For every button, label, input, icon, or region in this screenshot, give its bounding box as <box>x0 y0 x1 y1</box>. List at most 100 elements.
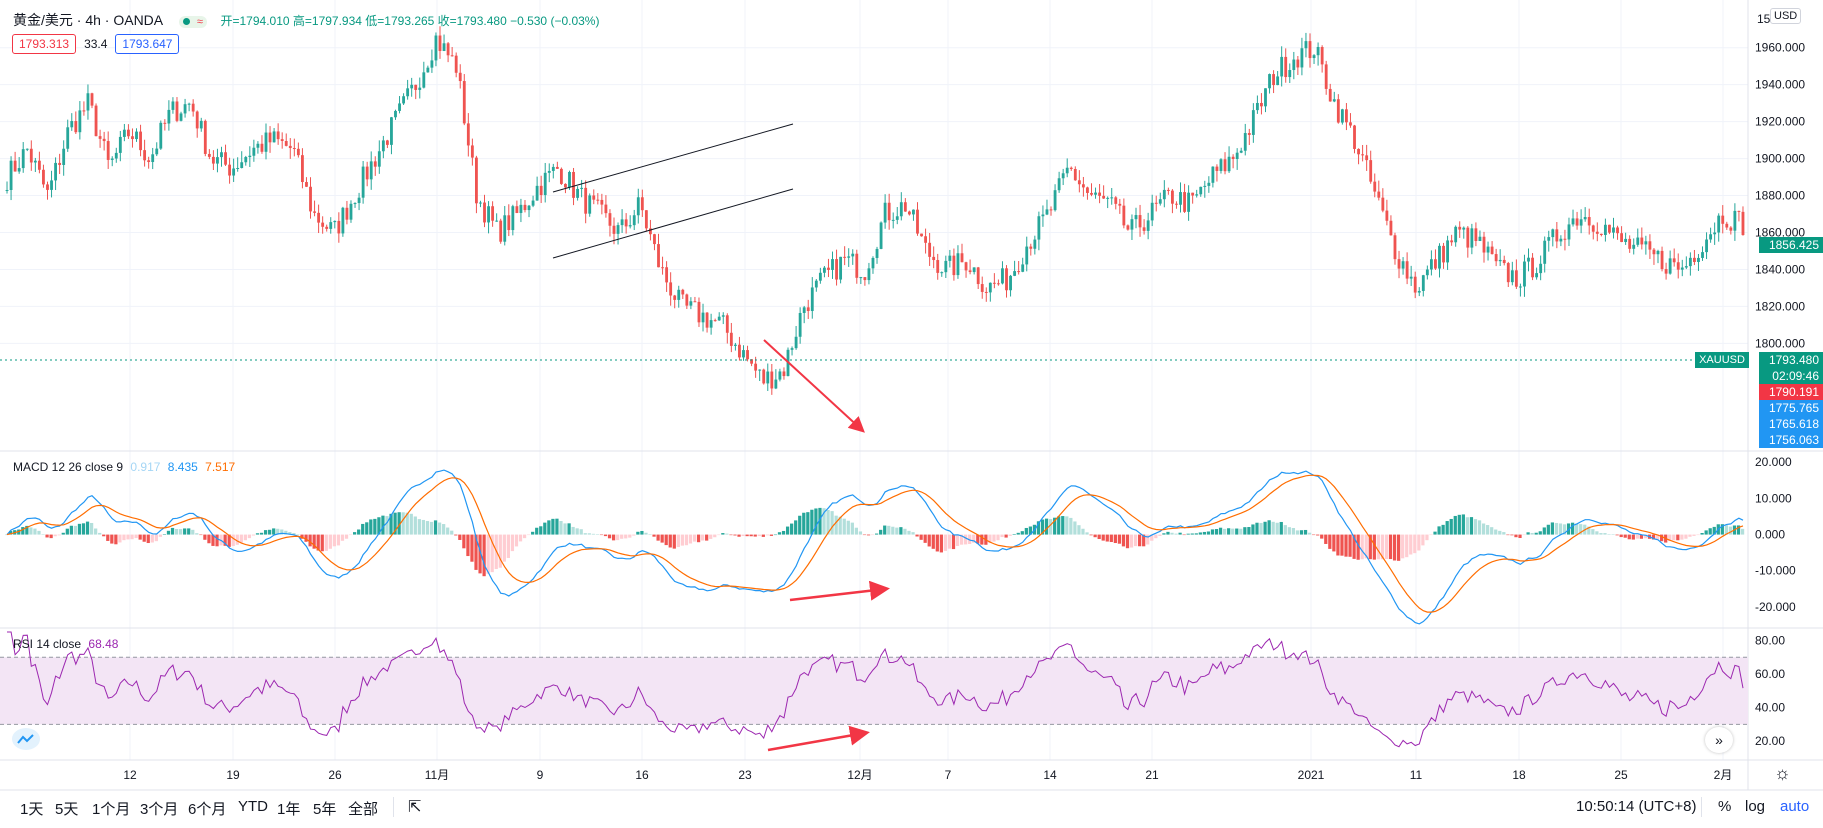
settings-gear-icon[interactable]: ☼ <box>1774 763 1791 783</box>
macd-histogram-bar <box>1125 534 1130 549</box>
candle-body <box>1272 74 1275 86</box>
candle-body <box>1223 159 1227 172</box>
macd-histogram-bar <box>1073 521 1077 535</box>
macd-histogram-bar <box>733 534 737 536</box>
macd-histogram-bar <box>296 534 300 536</box>
candle-body <box>329 222 333 229</box>
candle-body <box>292 148 296 150</box>
rsi-arrow-annotation[interactable] <box>767 725 870 752</box>
candle-body <box>916 209 919 234</box>
sell-price-button[interactable]: 1793.313 <box>12 34 77 54</box>
candle-body <box>1571 218 1575 225</box>
clock-timezone[interactable]: 10:50:14 (UTC+8) <box>1576 798 1697 815</box>
macd-histogram-bar <box>332 534 337 547</box>
macd-histogram-bar <box>1150 534 1154 541</box>
rsi-legend[interactable]: RSI 14 close 68.48 <box>13 637 118 651</box>
candle-body <box>1373 181 1377 192</box>
candle-body <box>547 170 551 173</box>
macd-histogram-bar <box>409 513 413 535</box>
macd-histogram-bar <box>607 534 612 539</box>
percent-toggle[interactable]: % <box>1718 798 1732 815</box>
time-axis[interactable]: 12 19 26 11月 9 16 23 12月 7 14 21 2021 11 18 25 2月 <box>123 768 1732 782</box>
macd-histogram-bar <box>502 534 506 562</box>
macd-histogram-bar <box>939 534 943 553</box>
macd-histogram-bar <box>964 534 968 545</box>
price-axis[interactable]: 1960.000 1940.000 1920.000 1900.000 1880.000… <box>1755 41 1805 351</box>
timeframe-6m[interactable]: 6个月 <box>188 801 227 818</box>
macd-histogram-bar <box>591 533 595 535</box>
macd-histogram-bar <box>899 527 903 535</box>
candle-body <box>74 121 78 133</box>
timeframe-all[interactable]: 全部 <box>348 801 379 818</box>
macd-histogram-bar <box>595 534 600 535</box>
candle-body <box>1450 240 1454 243</box>
macd-histogram-bar <box>1708 528 1712 535</box>
macd-histogram-bar <box>992 534 996 542</box>
candle-body <box>1187 192 1191 212</box>
candle-body <box>843 256 847 258</box>
candle-body <box>600 199 604 205</box>
macd-histogram-bar <box>709 534 713 539</box>
buy-price-button[interactable]: 1793.647 <box>115 34 180 54</box>
candle-body <box>1741 211 1745 236</box>
macd-histogram-bar <box>1008 534 1012 536</box>
timeframe-5d[interactable]: 5天 <box>55 801 79 818</box>
tradingview-logo-icon[interactable] <box>12 728 40 750</box>
macd-histogram-bar <box>587 533 591 535</box>
macd-histogram-bar <box>1506 534 1510 536</box>
macd-histogram-bar <box>280 529 284 535</box>
macd-histogram-bar <box>535 527 539 535</box>
candle-body <box>1389 220 1393 236</box>
candle-body <box>519 204 523 213</box>
timeframe-3m[interactable]: 3个月 <box>140 801 179 818</box>
candle-body <box>1146 220 1150 231</box>
timeframe-ytd[interactable]: YTD <box>238 798 268 815</box>
macd-histogram-bar <box>1530 532 1534 535</box>
candle-body <box>1158 199 1162 204</box>
rsi-axis[interactable]: 80.00 60.00 40.00 20.00 <box>1755 633 1785 748</box>
macd-histogram-bar <box>5 534 9 536</box>
timeframe-1y[interactable]: 1年 <box>277 801 301 818</box>
macd-pane <box>5 469 1745 625</box>
macd-histogram-bar <box>854 527 859 535</box>
log-toggle[interactable]: log <box>1745 798 1766 815</box>
candle-body <box>1612 227 1615 233</box>
macd-histogram-bar <box>571 526 575 535</box>
candle-body <box>1737 210 1741 212</box>
macd-legend[interactable]: MACD 12 26 close 9 0.917 8.435 7.517 <box>13 460 235 474</box>
macd-histogram-bar <box>183 528 187 535</box>
go-to-date-icon[interactable]: ⇱ <box>408 799 422 816</box>
candle-body <box>1288 70 1292 78</box>
macd-histogram-bar <box>794 520 798 535</box>
candle-body <box>216 157 219 164</box>
macd-histogram-bar <box>393 512 397 535</box>
macd-histogram-bar <box>1668 534 1672 542</box>
symbol-legend[interactable]: 黄金/美元 · 4h · OANDA ≈ 开=1794.010 高=1797.9… <box>13 10 599 30</box>
scroll-to-realtime-icon[interactable]: » <box>1705 727 1733 753</box>
timeframe-1d[interactable]: 1天 <box>20 801 44 818</box>
macd-histogram-bar <box>1235 528 1239 535</box>
timeframe-5y[interactable]: 5年 <box>313 801 337 818</box>
price-arrow-annotation[interactable] <box>763 339 865 433</box>
macd-axis[interactable]: 20.000 10.000 0.000 -10.000 -20.000 <box>1755 455 1796 614</box>
candle-body <box>912 209 915 215</box>
macd-histogram-bar <box>1421 534 1425 546</box>
candle-body <box>377 151 381 167</box>
channel-drawing[interactable] <box>552 123 794 259</box>
macd-histogram-bar <box>179 529 183 535</box>
timeframe-1m[interactable]: 1个月 <box>92 801 131 818</box>
candle-body <box>835 259 838 280</box>
macd-histogram-bar <box>1514 534 1518 538</box>
currency-label[interactable]: USD <box>1770 8 1802 24</box>
macd-histogram-bar <box>259 532 264 535</box>
macd-histogram-bar <box>130 534 134 540</box>
auto-scale-toggle[interactable]: auto <box>1780 798 1810 815</box>
status-icons[interactable]: ≈ <box>178 16 207 28</box>
macd-histogram-bar <box>632 534 636 536</box>
candle-body <box>1470 228 1474 248</box>
macd-histogram-bar <box>1093 534 1097 538</box>
macd-arrow-annotation[interactable] <box>789 580 890 602</box>
candle-body <box>1203 185 1207 187</box>
candle-body <box>224 152 227 165</box>
